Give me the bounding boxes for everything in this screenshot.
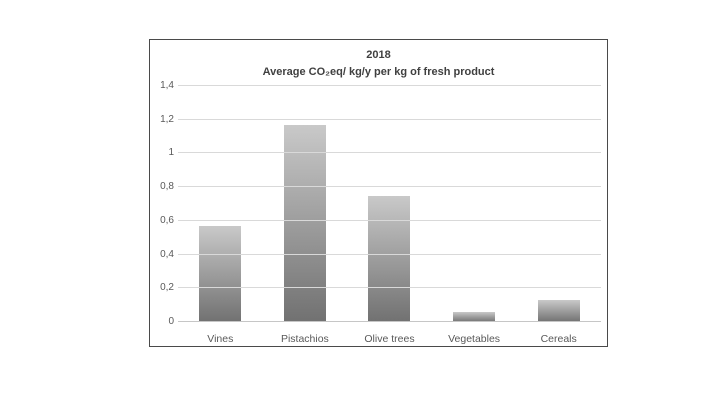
gridline	[178, 219, 601, 221]
y-tick-label: 0,2	[160, 282, 174, 294]
bar-slot	[263, 86, 348, 322]
bar-slot	[516, 86, 601, 322]
bar-vines	[199, 225, 242, 322]
x-axis-line	[178, 321, 601, 322]
gridline	[178, 152, 601, 154]
y-tick-label: 1	[168, 147, 174, 159]
y-tick-label: 1,4	[160, 80, 174, 91]
y-axis: 1,4 1,2 1 0,8 0,6 0,4 0,2 0	[152, 81, 174, 327]
bar-olive-trees	[368, 195, 411, 322]
x-tick-label: Pistachios	[280, 333, 329, 345]
bar-vegetables	[453, 311, 496, 322]
gridline	[178, 85, 601, 86]
chart-title: 2018 Average CO₂eq/ kg/y per kg of fresh…	[150, 47, 607, 80]
gridline	[178, 118, 601, 120]
bar-cereals	[537, 300, 580, 322]
gridline	[178, 287, 601, 289]
x-tick-label: Vegetables	[448, 333, 501, 345]
gridline	[178, 253, 601, 255]
y-tick-label: 0,6	[160, 214, 174, 226]
bars-row	[178, 86, 601, 322]
y-tick-label: 0,4	[160, 248, 174, 260]
chart-frame: 2018 Average CO₂eq/ kg/y per kg of fresh…	[149, 39, 608, 347]
plot-area	[178, 85, 601, 322]
bar-slot	[432, 86, 517, 322]
x-axis: Vines Pistachios Olive trees Vegetables Cere…	[178, 328, 601, 345]
chart-title-year: 2018	[366, 49, 391, 61]
x-tick-label: Cereals	[540, 333, 577, 345]
chart-title-subtitle: Average CO₂eq/ kg/y per kg of fresh prod…	[262, 65, 495, 78]
x-tick-label: Vines	[207, 333, 234, 345]
bar-slot	[347, 86, 432, 322]
y-tick-label: 1,2	[160, 113, 174, 125]
y-tick-label: 0	[168, 316, 174, 327]
bar-slot	[178, 86, 263, 322]
y-tick-label: 0,8	[160, 181, 174, 193]
x-tick-label: Olive trees	[364, 333, 415, 345]
bar-pistachios	[283, 124, 326, 322]
gridline	[178, 186, 601, 188]
